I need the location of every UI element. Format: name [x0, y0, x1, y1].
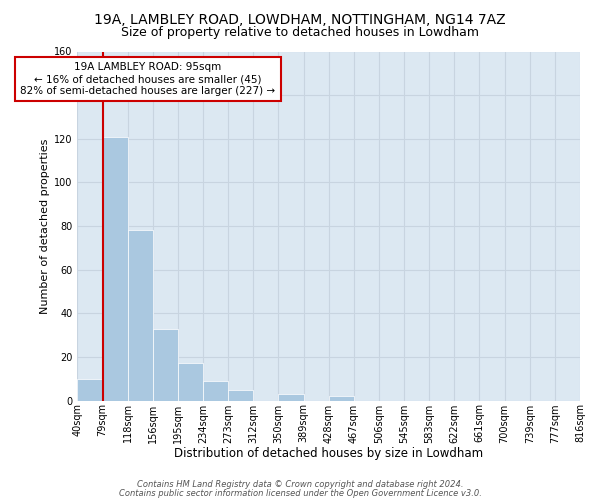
- Bar: [153, 328, 178, 400]
- Text: 19A, LAMBLEY ROAD, LOWDHAM, NOTTINGHAM, NG14 7AZ: 19A, LAMBLEY ROAD, LOWDHAM, NOTTINGHAM, …: [94, 12, 506, 26]
- Text: Contains HM Land Registry data © Crown copyright and database right 2024.: Contains HM Land Registry data © Crown c…: [137, 480, 463, 489]
- Text: Contains public sector information licensed under the Open Government Licence v3: Contains public sector information licen…: [119, 488, 481, 498]
- Text: 19A LAMBLEY ROAD: 95sqm
← 16% of detached houses are smaller (45)
82% of semi-de: 19A LAMBLEY ROAD: 95sqm ← 16% of detache…: [20, 62, 275, 96]
- Bar: [278, 394, 304, 400]
- X-axis label: Distribution of detached houses by size in Lowdham: Distribution of detached houses by size …: [174, 447, 483, 460]
- Bar: [103, 136, 128, 400]
- Y-axis label: Number of detached properties: Number of detached properties: [40, 138, 50, 314]
- Bar: [128, 230, 153, 400]
- Bar: [329, 396, 354, 400]
- Text: Size of property relative to detached houses in Lowdham: Size of property relative to detached ho…: [121, 26, 479, 39]
- Bar: [228, 390, 253, 400]
- Bar: [178, 364, 203, 401]
- Bar: [77, 378, 103, 400]
- Bar: [203, 381, 228, 400]
